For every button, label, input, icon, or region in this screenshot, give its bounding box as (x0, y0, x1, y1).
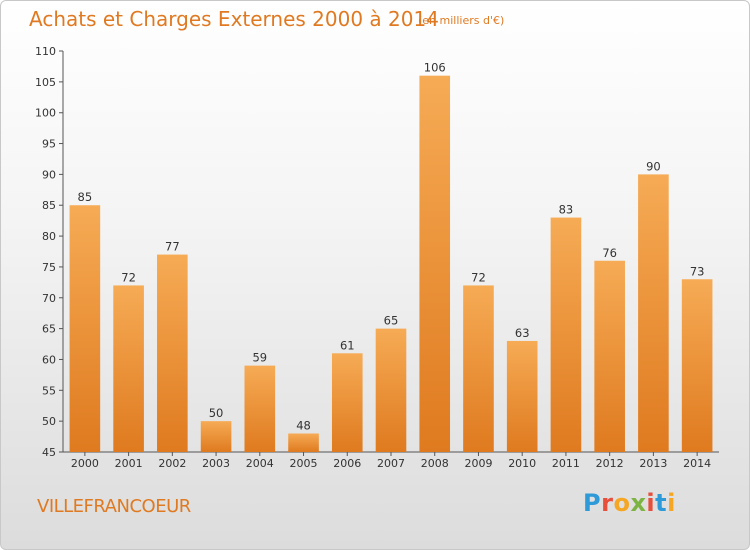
x-tick-label: 2001 (115, 457, 143, 470)
bar-2014 (681, 279, 713, 452)
x-tick-label: 2000 (71, 457, 99, 470)
x-tick-label: 2010 (508, 457, 536, 470)
bar-2000 (69, 205, 101, 452)
x-tick-label: 2008 (421, 457, 449, 470)
x-tick-label: 2003 (202, 457, 230, 470)
bar-2001 (113, 285, 144, 452)
data-label-2001: 72 (121, 270, 136, 284)
bars: 85 72 77 50 59 48 61 65 106 72 63 83 76 90 73 (69, 61, 713, 452)
x-tick-label: 2004 (246, 457, 274, 470)
data-label-2003: 50 (209, 406, 224, 420)
x-tick-label: 2007 (377, 457, 405, 470)
logo-letter: i (646, 489, 656, 517)
logo-letter: t (655, 489, 668, 517)
data-label-2012: 76 (602, 246, 617, 260)
data-label-2010: 63 (515, 326, 530, 340)
bar-2013 (638, 174, 669, 452)
data-label-2013: 90 (646, 159, 661, 173)
x-tick-label: 2014 (683, 457, 711, 470)
x-tick-label: 2012 (596, 457, 624, 470)
data-label-2005: 48 (296, 418, 311, 432)
bar-2009 (463, 285, 494, 452)
bar-2005 (288, 433, 319, 452)
y-tick-label: 100 (35, 107, 56, 120)
chart-unit: (en milliers d'€) (418, 14, 505, 27)
y-tick-label: 45 (42, 446, 56, 459)
bar-2006 (331, 353, 363, 452)
y-tick-label: 80 (42, 230, 56, 243)
y-tick-label: 105 (35, 76, 56, 89)
commune-name: VILLEFRANCOEUR (37, 496, 191, 517)
logo-letter: r (601, 489, 614, 517)
data-label-2004: 59 (252, 351, 267, 365)
bar-2004 (244, 365, 276, 452)
bar-2003 (200, 421, 232, 452)
data-label-2009: 72 (471, 270, 486, 284)
x-tick-label: 2006 (333, 457, 361, 470)
bar-2010 (506, 340, 538, 452)
y-tick-label: 55 (42, 384, 56, 397)
x-axis: 2000 2001 2002 2003 2004 2005 2006 2007 2008 2009… (63, 451, 719, 470)
y-tick-label: 90 (42, 168, 56, 181)
chart-title: Achats et Charges Externes 2000 à 2014 (29, 7, 439, 31)
y-tick-label: 50 (42, 415, 56, 428)
data-label-2014: 73 (690, 264, 705, 278)
bar-2008 (419, 75, 451, 452)
x-tick-label: 2002 (158, 457, 186, 470)
bar-2002 (157, 254, 188, 452)
bar-2011 (550, 217, 582, 452)
data-label-2002: 77 (165, 240, 180, 254)
logo-letter: P (583, 489, 602, 517)
y-tick-label: 85 (42, 199, 56, 212)
logo-letter: x (630, 489, 647, 517)
logo-letter: o (613, 489, 631, 517)
y-tick-label: 70 (42, 292, 56, 305)
data-label-2007: 65 (384, 314, 399, 328)
x-tick-label: 2005 (290, 457, 318, 470)
x-tick-label: 2009 (464, 457, 492, 470)
x-tick-label: 2013 (639, 457, 667, 470)
data-label-2006: 61 (340, 338, 355, 352)
y-tick-label: 75 (42, 261, 56, 274)
data-label-2000: 85 (78, 190, 93, 204)
bar-2007 (375, 328, 407, 452)
x-tick-label: 2011 (552, 457, 580, 470)
y-tick-label: 110 (35, 45, 56, 58)
y-tick-label: 95 (42, 138, 56, 151)
y-tick-label: 65 (42, 323, 56, 336)
y-axis: 45 50 55 60 65 70 75 80 85 90 95 100 105 110 (35, 45, 64, 459)
data-label-2008: 106 (424, 61, 446, 75)
y-tick-label: 60 (42, 353, 56, 366)
proxiti-logo[interactable]: Proxiti (583, 489, 676, 517)
bar-2012 (594, 260, 625, 452)
logo-letter: i (667, 489, 676, 517)
data-label-2011: 83 (559, 203, 574, 217)
